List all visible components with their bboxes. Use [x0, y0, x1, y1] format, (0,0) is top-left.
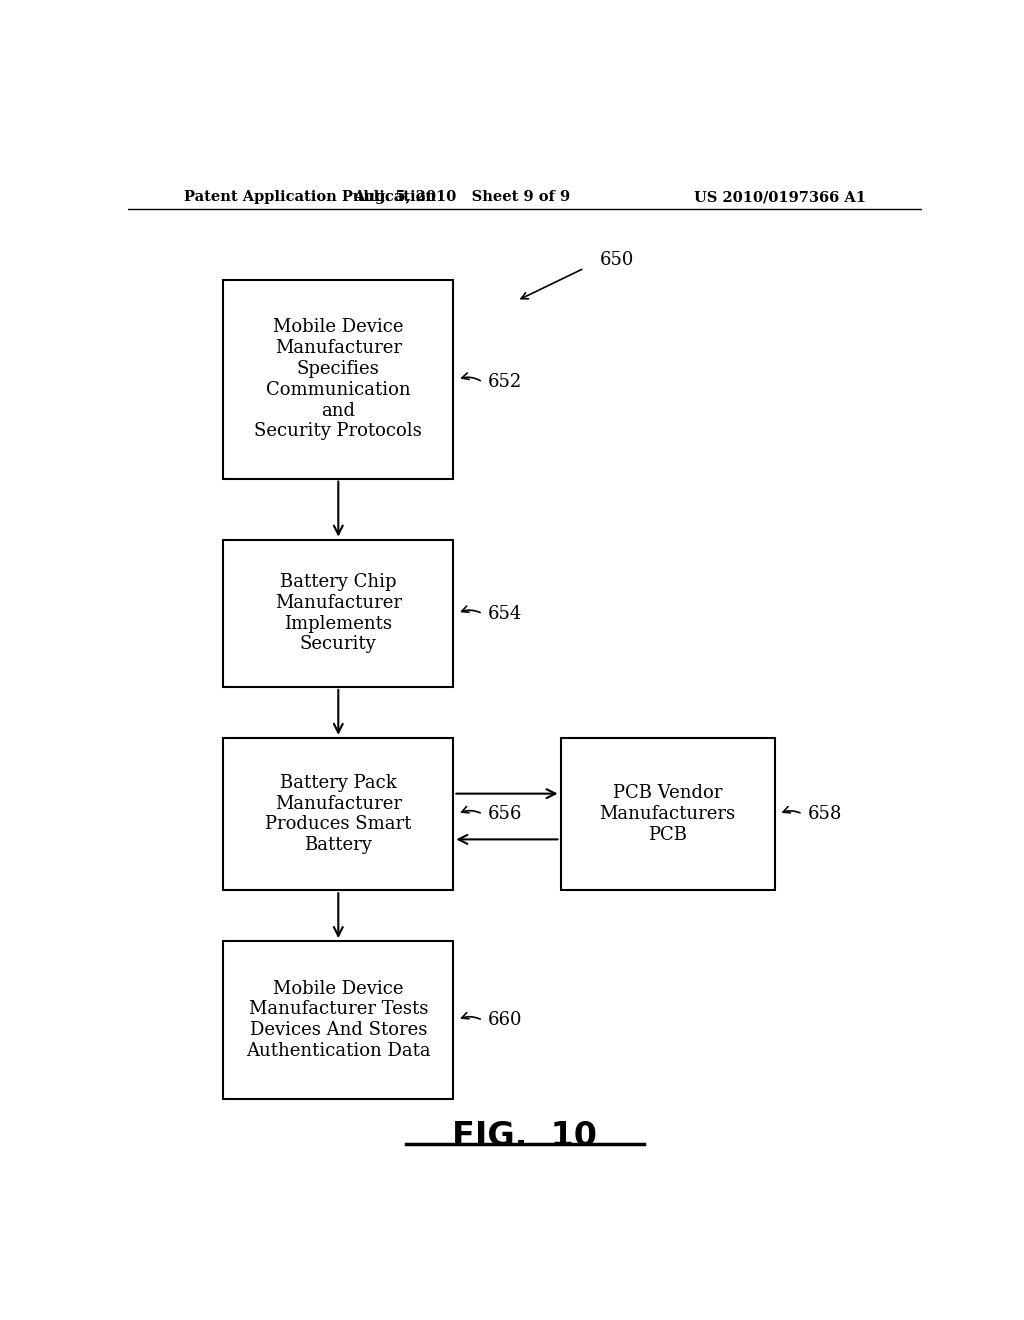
Text: US 2010/0197366 A1: US 2010/0197366 A1 — [694, 190, 866, 205]
Text: 652: 652 — [487, 374, 522, 391]
Text: PCB Vendor
Manufacturers
PCB: PCB Vendor Manufacturers PCB — [600, 784, 735, 843]
Text: Patent Application Publication: Patent Application Publication — [183, 190, 435, 205]
Bar — [223, 738, 454, 890]
Bar — [223, 540, 454, 686]
Text: 658: 658 — [807, 805, 842, 822]
Text: Aug. 5, 2010   Sheet 9 of 9: Aug. 5, 2010 Sheet 9 of 9 — [352, 190, 570, 205]
Text: 660: 660 — [487, 1011, 522, 1030]
Bar — [223, 941, 454, 1098]
Text: Mobile Device
Manufacturer
Specifies
Communication
and
Security Protocols: Mobile Device Manufacturer Specifies Com… — [254, 318, 422, 441]
Bar — [560, 738, 775, 890]
Text: 656: 656 — [487, 805, 522, 822]
Text: Battery Pack
Manufacturer
Produces Smart
Battery: Battery Pack Manufacturer Produces Smart… — [265, 774, 412, 854]
Text: Battery Chip
Manufacturer
Implements
Security: Battery Chip Manufacturer Implements Sec… — [274, 573, 401, 653]
Bar — [223, 280, 454, 479]
Text: 654: 654 — [487, 605, 522, 623]
Text: Mobile Device
Manufacturer Tests
Devices And Stores
Authentication Data: Mobile Device Manufacturer Tests Devices… — [246, 979, 431, 1060]
Text: 650: 650 — [600, 251, 635, 269]
Text: FIG.  10: FIG. 10 — [453, 1119, 597, 1152]
